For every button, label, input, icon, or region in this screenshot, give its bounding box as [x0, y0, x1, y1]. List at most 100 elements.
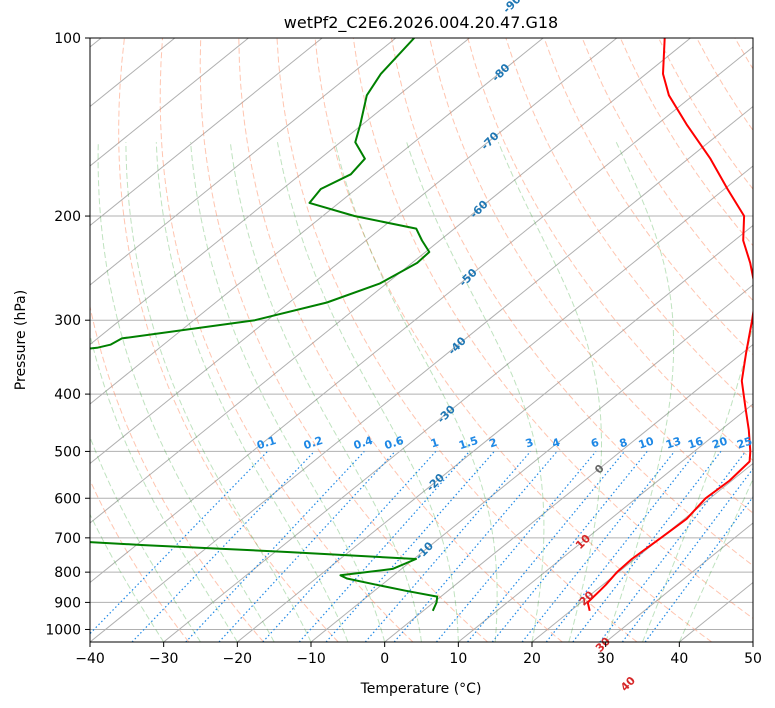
- mixing-ratio-label: 3: [524, 436, 535, 451]
- moist-adiabat: [155, 142, 349, 642]
- mixing-ratio-label: 1.5: [457, 434, 480, 452]
- isotherm-line: [237, 224, 753, 642]
- dry-adiabat: [391, 38, 753, 567]
- mixing-ratio-line: [393, 451, 558, 642]
- y-tick-label: 400: [54, 387, 81, 403]
- isotherm-line: [90, 38, 249, 167]
- x-tick-label: −30: [149, 651, 179, 667]
- x-tick-label: 50: [744, 651, 762, 667]
- x-tick-label: 40: [670, 651, 688, 667]
- mixing-ratio-line: [467, 451, 625, 642]
- mixing-ratio-label: 13: [664, 435, 683, 452]
- dry-adiabat: [352, 38, 753, 619]
- moist-adiabat: [90, 333, 238, 642]
- isotherm-line: [163, 165, 753, 642]
- isotherm-line: [90, 38, 470, 346]
- x-tick-label: 20: [523, 651, 541, 667]
- dry-adiabat: [467, 38, 753, 462]
- moist-adiabat: [642, 322, 753, 642]
- mixing-ratio-label: 2: [488, 436, 499, 451]
- y-tick-label: 1000: [45, 622, 81, 638]
- dry-adiabat: [90, 479, 190, 642]
- moist-adiabat: [97, 142, 275, 642]
- isotherm-line: [90, 38, 397, 286]
- moist-adiabat: [229, 142, 422, 642]
- dry-adiabat: [505, 38, 753, 409]
- mixing-ratio-line: [572, 451, 722, 642]
- isotherm-line: [458, 403, 753, 642]
- axes: −40 −30 −20 −10 0 10 20 30 40 5010020030040050060…: [45, 31, 762, 667]
- y-tick-label: 300: [54, 313, 81, 329]
- mixing-ratio-label: 0.6: [383, 434, 406, 452]
- dry-adiabat: [429, 38, 753, 514]
- mixing-ratio-label: 0.1: [255, 434, 278, 452]
- moist-adiabat: [125, 142, 312, 642]
- dry-adiabat: [314, 38, 713, 642]
- dry-adiabat: [159, 38, 414, 642]
- x-tick-label: 10: [449, 651, 467, 667]
- mixing-ratio-line: [545, 451, 698, 642]
- mixing-ratio-label: 25: [735, 435, 754, 452]
- mixing-ratio-line: [262, 451, 437, 642]
- dry-adiabat: [276, 38, 638, 642]
- moist-adiabat: [406, 142, 545, 642]
- dry-adiabat: [543, 38, 753, 356]
- plot-area: [90, 38, 753, 642]
- moist-adiabat: [678, 477, 753, 642]
- mixing-ratio-label: 20: [711, 434, 730, 451]
- moist-adiabat: [605, 141, 675, 642]
- mixing-ratio-line: [218, 451, 396, 642]
- isotherm-line: [90, 38, 544, 405]
- y-tick-label: 500: [54, 444, 81, 460]
- y-tick-label: 700: [54, 531, 81, 547]
- y-axis-label: Pressure (hPa): [13, 290, 29, 390]
- moist-adiabat: [334, 142, 498, 642]
- y-tick-label: 100: [54, 31, 81, 47]
- isotherm-line: [90, 105, 753, 642]
- mixing-ratio-label: 6: [589, 436, 601, 451]
- mixing-ratio-label: 8: [618, 436, 629, 451]
- mixing-ratio-line: [435, 451, 597, 642]
- x-tick-label: −10: [296, 651, 326, 667]
- mixing-ratio-label: 0.2: [302, 434, 325, 452]
- x-tick-label: −20: [223, 651, 253, 667]
- isotherm-line: [752, 641, 753, 642]
- x-tick-label: −40: [75, 651, 105, 667]
- y-tick-label: 900: [54, 595, 81, 611]
- moist-adiabat: [90, 435, 201, 642]
- mixing-ratio-line: [491, 451, 648, 642]
- mixing-ratio-label: 0.4: [352, 434, 375, 452]
- moist-adiabat: [497, 142, 602, 642]
- isotherm-line: [605, 522, 753, 642]
- moist-adiabat: [90, 513, 165, 642]
- isotherm-line: [90, 38, 323, 227]
- y-tick-label: 800: [54, 565, 81, 581]
- x-tick-label: 30: [597, 651, 615, 667]
- y-tick-label: 200: [54, 209, 81, 225]
- dry-adiabat: [199, 38, 488, 642]
- x-tick-label: 0: [380, 651, 389, 667]
- mixing-ratio-line: [298, 451, 470, 642]
- isotherm-label: 40: [618, 674, 638, 694]
- x-axis-label: Temperature (°C): [360, 681, 482, 697]
- isotherm-line: [90, 46, 753, 584]
- temperature-profile-line: [586, 38, 753, 612]
- mixing-ratio-line: [521, 451, 676, 642]
- mixing-ratio-label: 16: [686, 434, 705, 451]
- mixing-ratio-label: 10: [637, 434, 656, 451]
- background-lines: [90, 38, 753, 642]
- chart-title: wetPf2_C2E6.2026.004.20.47.G18: [284, 13, 558, 33]
- mixing-ratio-label: 1: [429, 436, 440, 451]
- plot-frame: [89, 37, 754, 643]
- isotherm-line: [310, 284, 753, 642]
- isotherm-line: [384, 343, 753, 642]
- isotherm-line: [90, 38, 618, 465]
- dry-adiabat: [238, 38, 563, 642]
- mixing-ratio-label: 4: [550, 436, 562, 451]
- data-series: [90, 38, 753, 612]
- isotherm-line: [90, 38, 691, 524]
- dewpoint-profile-line: [90, 38, 439, 612]
- y-tick-label: 600: [54, 491, 81, 507]
- dry-adiabat: [90, 304, 264, 642]
